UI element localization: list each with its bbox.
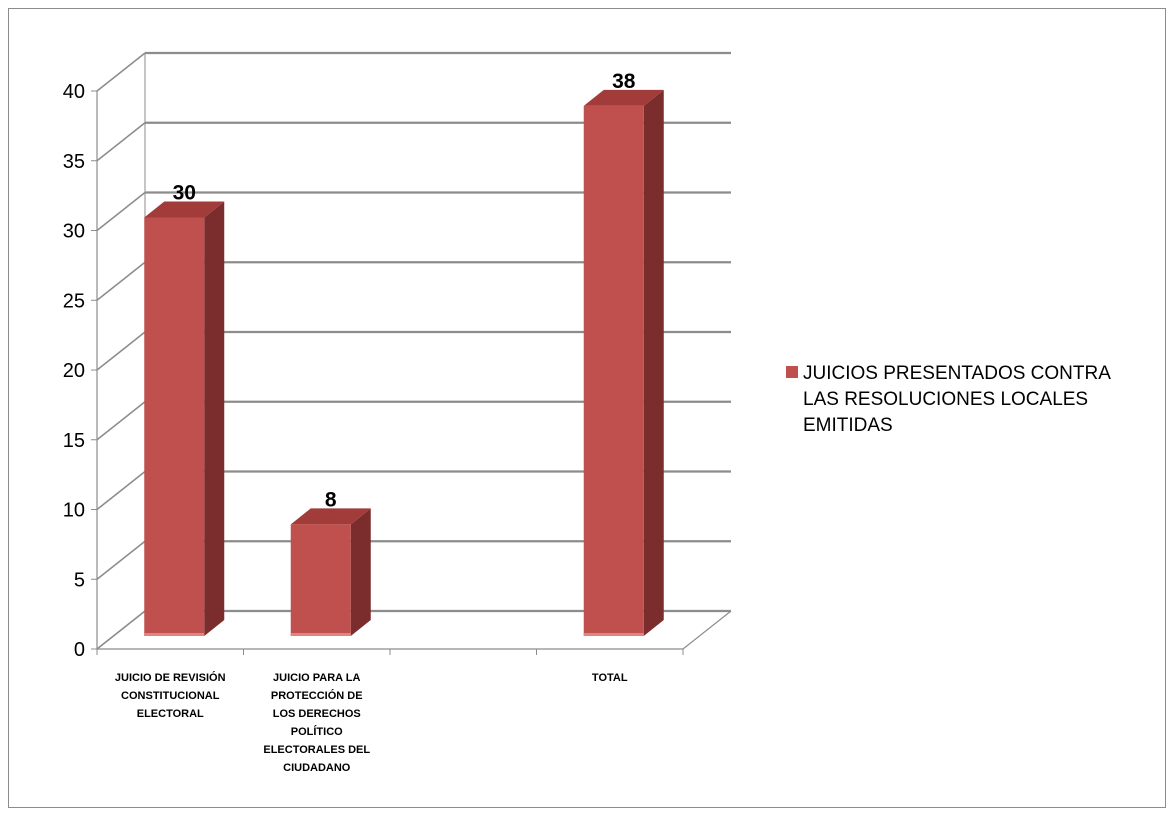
y-tick-label: 25 [63, 290, 85, 312]
y-tick-label: 20 [63, 360, 85, 382]
bar [290, 508, 371, 636]
x-axis: JUICIO DE REVISIÓN CONSTITUCIONAL ELECTORA… [96, 649, 684, 774]
bar-side [643, 89, 664, 636]
bar [144, 201, 225, 636]
x-tick-label: CONSTITUCIONAL [121, 690, 220, 702]
x-tick-label: ELECTORAL [137, 708, 204, 720]
legend: JUICIOS PRESENTADOS CONTRA LAS RESOLUCION… [786, 363, 1111, 436]
bar-front [290, 524, 351, 636]
bar-front [144, 217, 205, 636]
bar-top [290, 508, 371, 525]
x-tick-label: POLÍTICO [291, 725, 343, 738]
y-tick-label: 15 [63, 430, 85, 452]
gridline-side [96, 610, 146, 650]
data-label: 30 [173, 182, 196, 205]
legend-label: EMITIDAS [803, 415, 893, 436]
gridline-side [96, 540, 146, 580]
bar-side [204, 201, 225, 636]
y-tick-label: 5 [74, 569, 85, 591]
gridline-side [96, 52, 146, 92]
x-tick-label: TOTAL [592, 672, 628, 684]
y-tick-label: 10 [63, 500, 85, 522]
y-axis: 0 5 10 15 20 25 30 35 40 [63, 81, 98, 661]
bar-top [583, 89, 664, 106]
bar-base [290, 633, 351, 636]
x-tick-label: ELECTORALES DEL [263, 744, 370, 756]
data-labels: 30 8 38 [173, 70, 636, 511]
x-tick-label: JUICIO DE REVISIÓN [115, 671, 226, 684]
legend-swatch [786, 366, 798, 378]
bar-base [583, 633, 644, 636]
bar-side [350, 508, 371, 636]
y-tick-label: 35 [63, 151, 85, 173]
x-tick-label: JUICIO PARA LA [273, 672, 360, 684]
gridline-side [96, 261, 146, 301]
y-tick-label: 30 [63, 221, 85, 243]
x-tick-label: CIUDADANO [283, 762, 351, 774]
y-tick-label: 0 [74, 639, 85, 661]
bar-front [583, 105, 644, 636]
y-tick-label: 40 [63, 81, 85, 103]
bar [583, 89, 664, 636]
data-label: 38 [612, 70, 636, 93]
data-label: 8 [325, 488, 337, 511]
legend-label: LAS RESOLUCIONES LOCALES [803, 389, 1088, 410]
legend-label: JUICIOS PRESENTADOS CONTRA [803, 363, 1111, 384]
gridline-side [96, 331, 146, 371]
gridline-side [96, 122, 146, 162]
bar-base [144, 633, 205, 636]
gridline-side [96, 470, 146, 511]
bar-top [144, 201, 225, 218]
x-tick-label: PROTECCIÓN DE [271, 689, 363, 702]
gridline-side [96, 401, 146, 441]
x-tick-label: LOS DERECHOS [273, 708, 361, 720]
gridline-side [96, 191, 146, 232]
bars [144, 89, 664, 636]
